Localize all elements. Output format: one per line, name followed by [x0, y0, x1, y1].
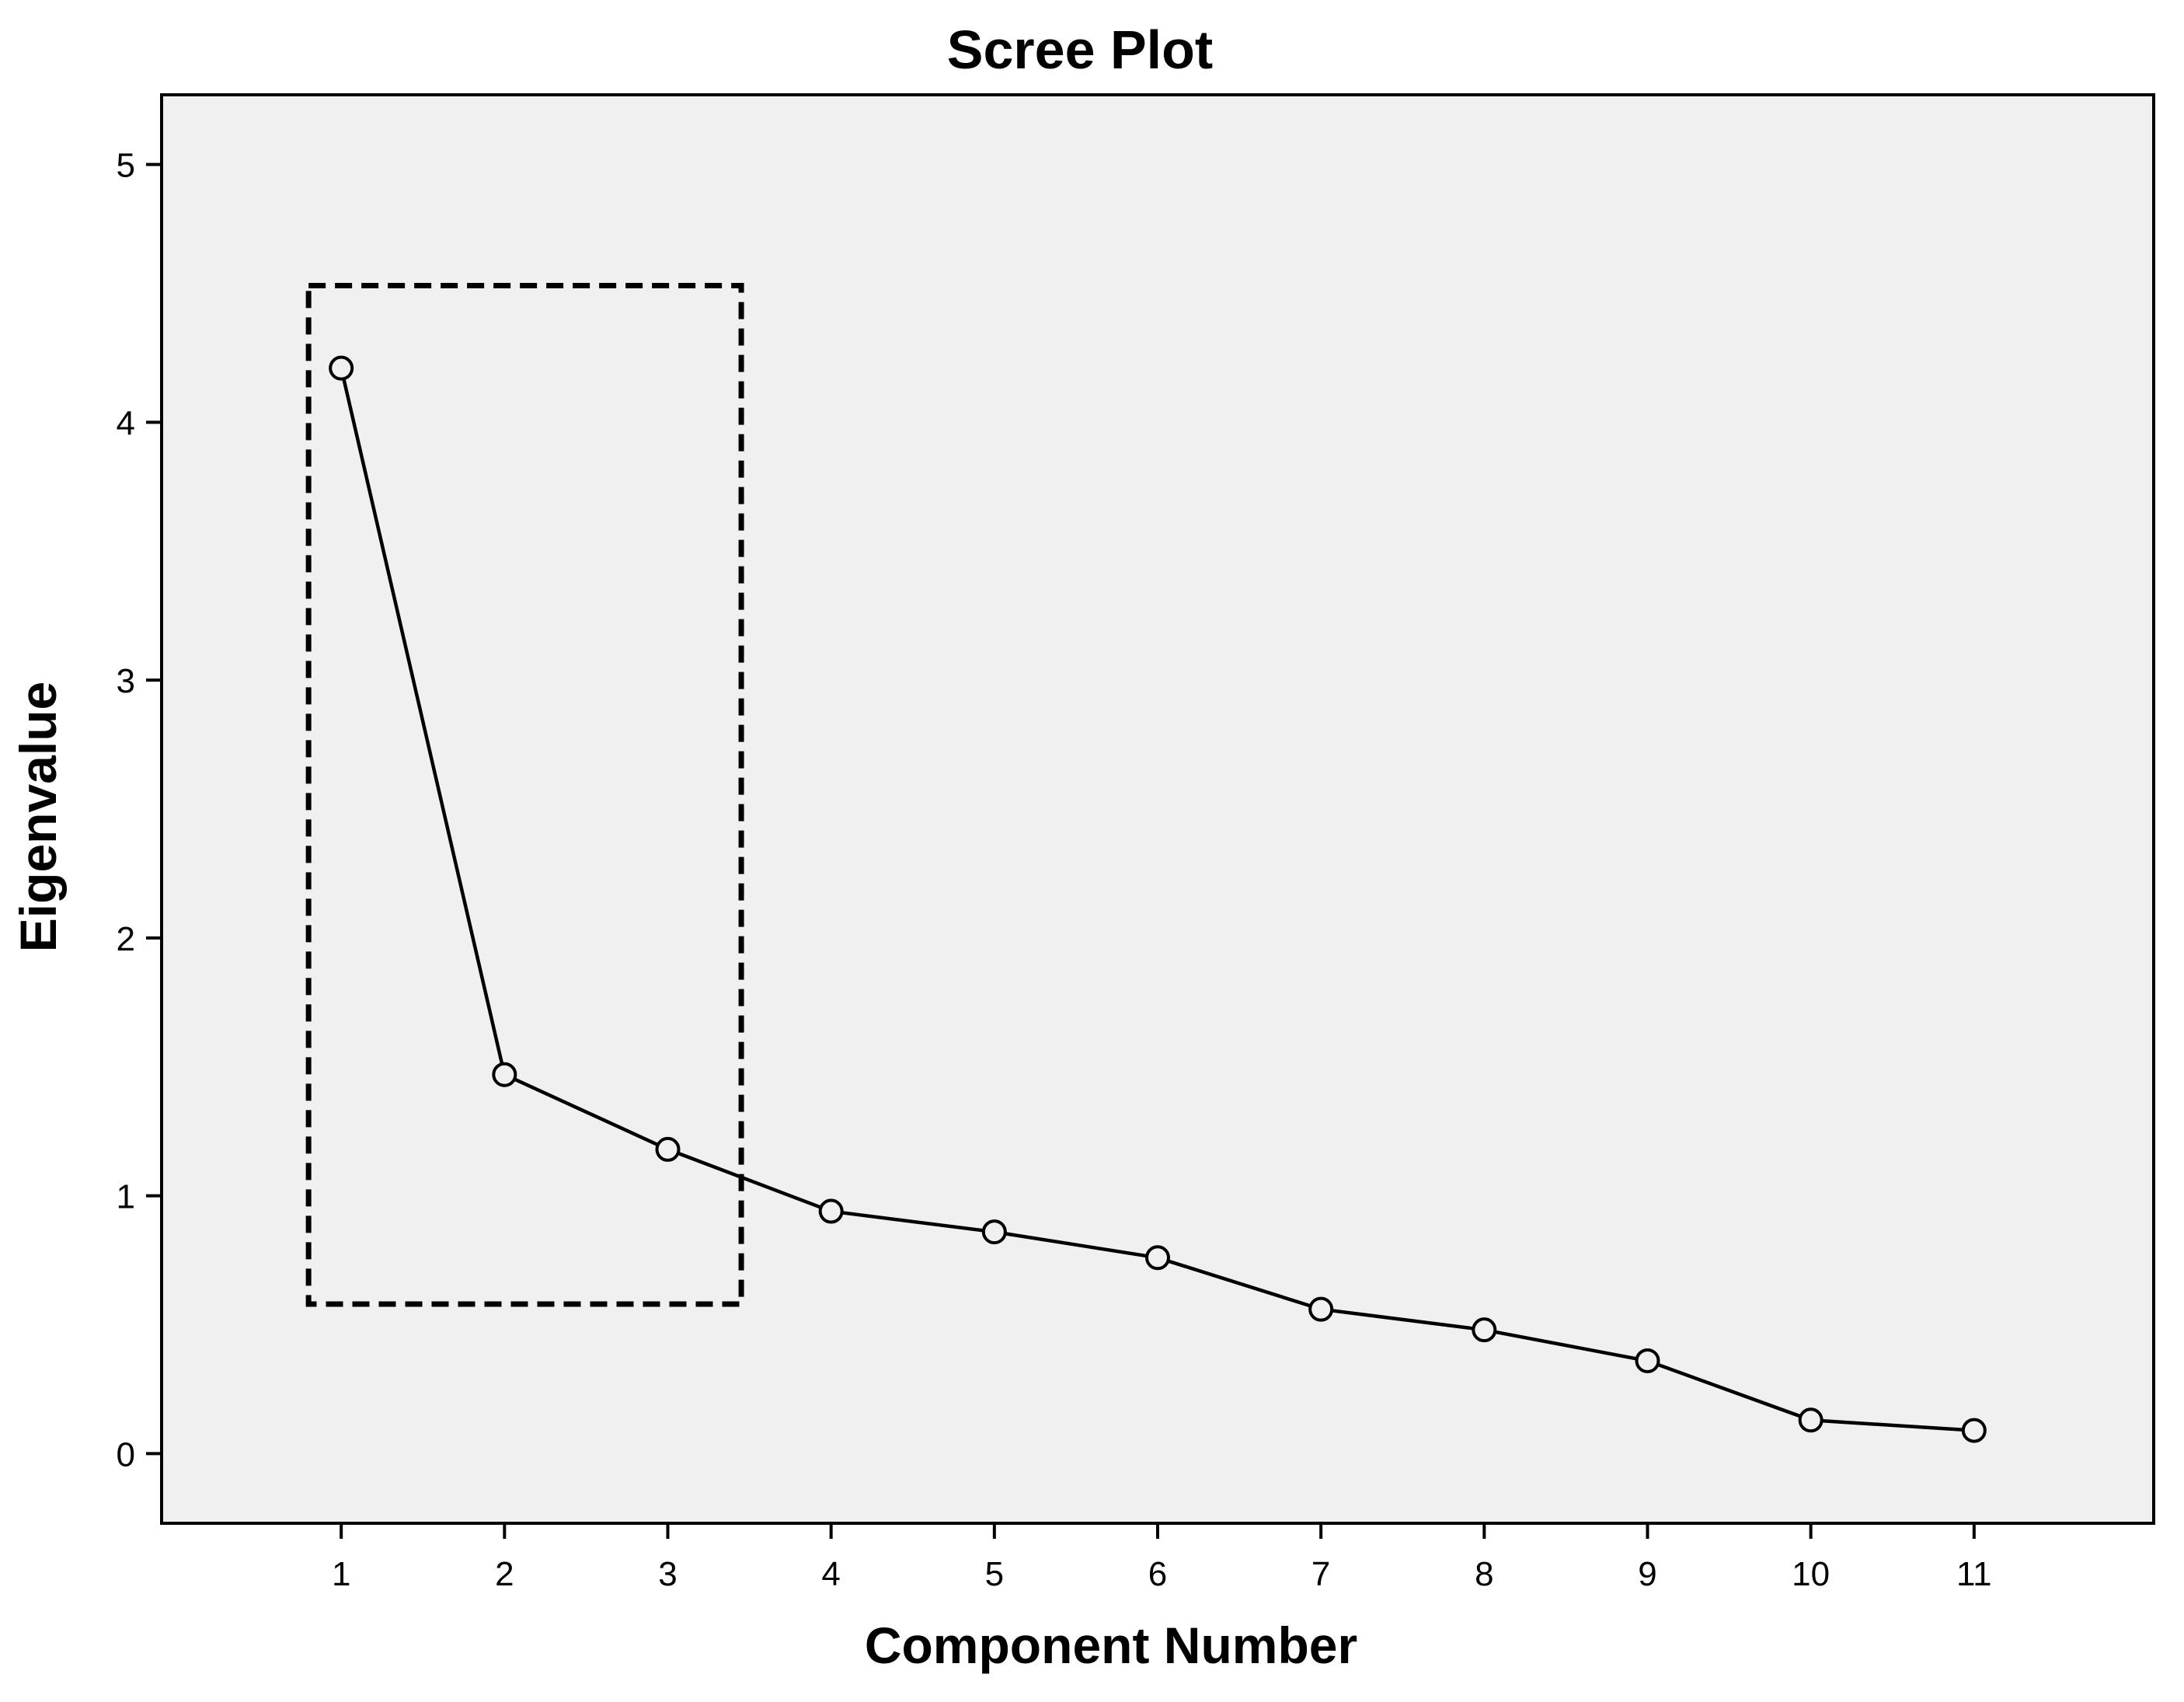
y-tick-label: 3: [117, 662, 135, 700]
x-tick-label: 5: [985, 1555, 1004, 1593]
data-point: [1145, 1245, 1170, 1271]
x-tick-label: 8: [1475, 1555, 1493, 1593]
y-tick-label: 5: [117, 147, 135, 185]
data-point: [1472, 1317, 1497, 1343]
x-axis-label: Component Number: [865, 1617, 1357, 1674]
data-point: [655, 1136, 681, 1162]
y-axis-ticks: 0 1 2 3 4 5: [117, 147, 162, 1474]
x-tick-label: 10: [1792, 1555, 1830, 1593]
data-point: [1798, 1407, 1823, 1433]
data-point: [1635, 1348, 1660, 1373]
x-tick-label: 3: [658, 1555, 677, 1593]
y-tick-label: 4: [117, 404, 135, 442]
data-point: [1308, 1296, 1334, 1322]
y-axis-label: Eigenvalue: [9, 682, 67, 952]
data-point: [329, 355, 354, 381]
x-tick-label: 2: [495, 1555, 514, 1593]
x-axis-ticks: 1 2 3 4 5 6 7 8 9 10 11: [332, 1523, 1992, 1593]
plot-area: [160, 93, 2155, 1525]
y-tick-label: 0: [117, 1435, 135, 1474]
chart-title: Scree Plot: [947, 19, 1213, 80]
data-point: [818, 1198, 844, 1224]
x-tick-label: 6: [1148, 1555, 1167, 1593]
data-point: [492, 1062, 517, 1087]
data-point: [981, 1219, 1007, 1245]
x-tick-label: 9: [1638, 1555, 1656, 1593]
data-point: [1961, 1418, 1987, 1443]
highlight-box: [305, 283, 744, 1307]
data-points: [329, 355, 1987, 1443]
x-tick-label: 11: [1956, 1555, 1992, 1593]
x-tick-label: 4: [821, 1555, 840, 1593]
x-tick-label: 7: [1311, 1555, 1330, 1593]
y-tick-label: 2: [117, 920, 135, 958]
y-tick-label: 1: [117, 1178, 135, 1216]
x-tick-label: 1: [332, 1555, 350, 1593]
